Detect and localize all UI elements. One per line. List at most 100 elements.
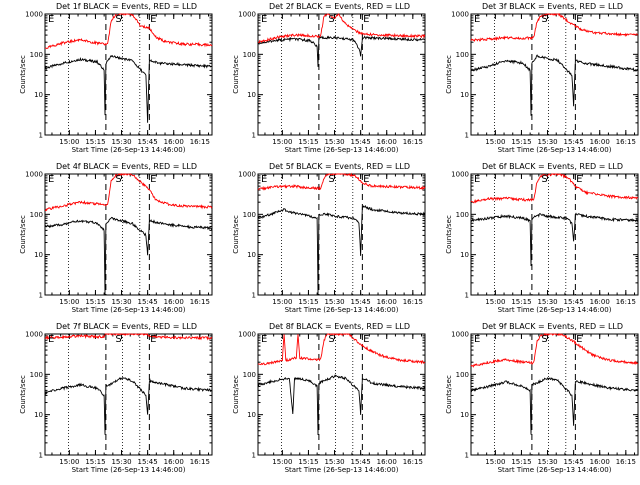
y-tick-label: 10	[460, 251, 469, 259]
flare-marker-e: E	[150, 174, 156, 185]
x-axis-label: Start Time (26-Sep-13 14:46:00)	[72, 466, 186, 474]
y-tick-label: 100	[30, 51, 43, 59]
x-tick-label: 15:00	[485, 458, 505, 466]
flare-marker-s: S	[541, 14, 547, 25]
y-tick-label: 1	[252, 452, 256, 460]
series-line-lld	[44, 173, 213, 212]
y-tick-label: 100	[243, 371, 256, 379]
series-line-events	[257, 204, 426, 296]
y-tick-label: 100	[456, 371, 469, 379]
x-tick-label: 15:15	[85, 298, 105, 306]
series-line-lld	[470, 333, 639, 368]
flare-marker-e: E	[474, 14, 480, 25]
x-tick-label: 15:00	[485, 138, 505, 146]
series-line-events	[44, 377, 213, 435]
x-tick-label: 15:15	[511, 458, 531, 466]
series-line-events	[470, 54, 639, 116]
series-line-events	[470, 212, 639, 267]
y-axis-label: Counts/sec	[19, 55, 27, 94]
x-tick-label: 16:00	[164, 298, 184, 306]
flare-marker-e: E	[150, 14, 156, 25]
plot-frame	[257, 173, 426, 296]
y-tick-label: 1000	[451, 11, 469, 19]
x-tick-label: 15:30	[111, 298, 131, 306]
y-axis-label: Counts/sec	[232, 215, 240, 254]
flare-marker-e: E	[150, 334, 156, 345]
x-tick-label: 15:45	[138, 298, 158, 306]
flare-marker-s: S	[541, 174, 547, 185]
y-tick-label: 100	[456, 211, 469, 219]
series-line-events	[257, 374, 426, 436]
x-axis-label: Start Time (26-Sep-13 14:46:00)	[285, 466, 399, 474]
detector-panel-3: Det 3f BLACK = Events, RED = LLD 1 10 100 10…	[445, 2, 639, 154]
plot-frame	[470, 173, 639, 296]
series-line-events	[44, 54, 213, 123]
detector-panel-6: Det 6f BLACK = Events, RED = LLD 1 10 100 10…	[445, 162, 639, 314]
y-axis-label: Counts/sec	[445, 55, 453, 94]
x-tick-label: 16:15	[616, 458, 636, 466]
plot-frame	[470, 13, 639, 136]
x-tick-label: 16:15	[190, 138, 210, 146]
flare-marker-s: S	[328, 334, 334, 345]
x-tick-label: 16:00	[590, 458, 610, 466]
detector-panel-2: Det 2f BLACK = Events, RED = LLD 1 10 100 10…	[232, 2, 426, 154]
panel-title: Det 5f BLACK = Events, RED = LLD	[269, 162, 410, 171]
flare-marker-e: E	[576, 14, 582, 25]
y-tick-label: 1	[252, 292, 256, 300]
flare-marker-e: E	[48, 334, 54, 345]
x-tick-label: 16:15	[190, 458, 210, 466]
panel-title: Det 2f BLACK = Events, RED = LLD	[269, 2, 410, 11]
y-tick-label: 10	[34, 411, 43, 419]
x-tick-label: 15:45	[138, 138, 158, 146]
x-tick-label: 16:15	[616, 298, 636, 306]
flare-marker-s: S	[115, 14, 121, 25]
plot-frame	[44, 333, 213, 456]
flare-marker-e: E	[474, 174, 480, 185]
panel-title: Det 9f BLACK = Events, RED = LLD	[482, 322, 623, 331]
flare-marker-s: S	[328, 174, 334, 185]
y-tick-label: 1000	[238, 331, 256, 339]
y-tick-label: 1000	[238, 11, 256, 19]
x-tick-label: 15:00	[59, 138, 79, 146]
y-tick-label: 1	[465, 452, 469, 460]
x-tick-label: 16:15	[403, 298, 423, 306]
y-tick-label: 1	[252, 132, 256, 140]
detector-panel-4: Det 4f BLACK = Events, RED = LLD 1 10 100 10…	[19, 162, 213, 314]
y-tick-label: 10	[34, 251, 43, 259]
y-tick-label: 1000	[25, 171, 43, 179]
y-axis-label: Counts/sec	[445, 215, 453, 254]
series-line-lld	[44, 333, 213, 341]
x-tick-label: 16:00	[164, 138, 184, 146]
x-tick-label: 16:00	[164, 458, 184, 466]
x-tick-label: 15:45	[351, 138, 371, 146]
x-axis-label: Start Time (26-Sep-13 14:46:00)	[498, 146, 612, 154]
detector-panel-9: Det 9f BLACK = Events, RED = LLD 1 10 100 10…	[445, 322, 639, 474]
x-tick-label: 15:30	[537, 298, 557, 306]
panel-title: Det 6f BLACK = Events, RED = LLD	[482, 162, 623, 171]
panel-title: Det 8f BLACK = Events, RED = LLD	[269, 322, 410, 331]
detector-panel-7: Det 7f BLACK = Events, RED = LLD 1 10 100 10…	[19, 322, 213, 474]
x-tick-label: 15:45	[351, 458, 371, 466]
flare-marker-e: E	[261, 174, 267, 185]
x-tick-label: 16:00	[377, 458, 397, 466]
panel-title: Det 7f BLACK = Events, RED = LLD	[56, 322, 197, 331]
x-tick-label: 16:00	[377, 138, 397, 146]
series-line-lld	[470, 173, 639, 204]
y-tick-label: 100	[243, 211, 256, 219]
x-tick-label: 15:45	[138, 458, 158, 466]
plot-frame	[470, 333, 639, 456]
x-tick-label: 15:00	[59, 298, 79, 306]
flare-marker-s: S	[541, 334, 547, 345]
flare-marker-e: E	[363, 14, 369, 25]
x-tick-label: 15:30	[324, 138, 344, 146]
x-axis-label: Start Time (26-Sep-13 14:46:00)	[498, 306, 612, 314]
y-tick-label: 1000	[25, 11, 43, 19]
flare-marker-e: E	[576, 334, 582, 345]
x-axis-label: Start Time (26-Sep-13 14:46:00)	[72, 146, 186, 154]
plot-frame	[44, 173, 213, 296]
series-line-events	[257, 35, 426, 67]
y-tick-label: 10	[34, 91, 43, 99]
y-axis-label: Counts/sec	[19, 375, 27, 414]
y-tick-label: 10	[460, 91, 469, 99]
